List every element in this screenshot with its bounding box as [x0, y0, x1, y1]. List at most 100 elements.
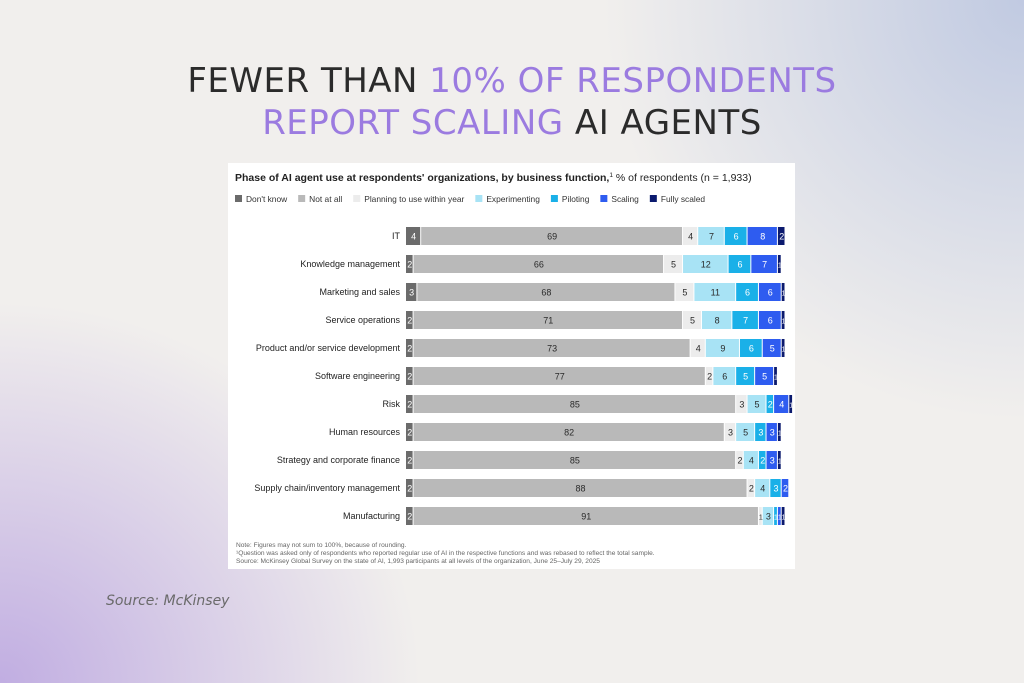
- value-label: 73: [547, 343, 557, 353]
- value-label: 5: [671, 259, 676, 269]
- value-label: 1: [778, 262, 782, 269]
- bar-segment: [766, 395, 774, 413]
- bar-segment: [777, 423, 781, 441]
- value-label: 2: [407, 343, 412, 353]
- bar-segment: [406, 227, 421, 245]
- bar-segment: [739, 339, 762, 357]
- chart-card: Phase of AI agent use at respondents' or…: [228, 163, 795, 569]
- bar-segment: [747, 479, 755, 497]
- value-label: 85: [570, 455, 580, 465]
- bar-segment: [421, 227, 683, 245]
- value-label: 4: [411, 231, 416, 241]
- category-label: Human resources: [329, 427, 401, 437]
- bar-segment: [683, 255, 728, 273]
- value-label: 8: [760, 231, 765, 241]
- bar-segment: [413, 339, 690, 357]
- value-label: 2: [407, 455, 412, 465]
- value-label: 5: [755, 399, 760, 409]
- value-label: 82: [564, 427, 574, 437]
- legend-swatch: [298, 195, 306, 202]
- value-label: 7: [762, 259, 767, 269]
- legend-swatch: [235, 195, 242, 202]
- bar-segment: [766, 423, 777, 441]
- chart-title-superscript: 1: [609, 172, 613, 179]
- bar-segment: [702, 311, 732, 329]
- value-label: 2: [707, 371, 712, 381]
- bar-segment: [413, 395, 736, 413]
- value-label: 8: [715, 315, 720, 325]
- chart-footnote: ¹Question was asked only of respondents …: [236, 550, 655, 557]
- bar-segment: [690, 339, 705, 357]
- value-label: 2: [768, 399, 773, 409]
- category-label: Supply chain/inventory management: [254, 483, 400, 493]
- value-label: 5: [743, 371, 748, 381]
- category-label: Knowledge management: [300, 259, 400, 269]
- chart-title: Phase of AI agent use at respondents' or…: [235, 172, 752, 184]
- value-label: 1: [782, 514, 786, 521]
- headline: FEWER THAN 10% OF RESPONDENTS REPORT SCA…: [0, 60, 1024, 144]
- value-label: 6: [768, 287, 773, 297]
- bar-segment: [417, 283, 675, 301]
- bar-segment: [705, 339, 739, 357]
- bar-segment: [758, 451, 766, 469]
- value-label: 3: [739, 399, 744, 409]
- bar-segment: [406, 255, 413, 273]
- value-label: 3: [758, 427, 763, 437]
- category-label: Software engineering: [315, 371, 400, 381]
- value-label: 3: [774, 483, 779, 493]
- value-label: 2: [407, 315, 412, 325]
- bar-segment: [743, 451, 758, 469]
- legend-label: Planning to use within year: [364, 194, 464, 204]
- chart-subtitle: % of respondents (n = 1,933): [613, 172, 752, 184]
- bar-segment: [713, 367, 736, 385]
- value-label: 12: [701, 259, 711, 269]
- value-label: 7: [709, 231, 714, 241]
- legend-label: Don't know: [246, 194, 288, 204]
- value-label: 1: [782, 290, 786, 297]
- bar-segment: [781, 479, 789, 497]
- value-label: 1: [774, 514, 778, 521]
- bar-segment: [766, 451, 777, 469]
- legend-swatch: [550, 195, 558, 202]
- value-label: 3: [728, 427, 733, 437]
- headline-text-2: AI AGENTS: [563, 103, 762, 143]
- legend-swatch: [600, 195, 608, 202]
- headline-accent-1: 10% OF RESPONDENTS: [429, 61, 837, 101]
- value-label: 2: [407, 399, 412, 409]
- value-label: 6: [768, 315, 773, 325]
- value-label: 7: [743, 315, 748, 325]
- value-label: 9: [720, 343, 725, 353]
- bar-segment: [758, 507, 762, 525]
- bar-segment: [406, 423, 413, 441]
- bar-segment: [781, 283, 785, 301]
- value-label: 1: [782, 346, 786, 353]
- value-label: 68: [541, 287, 551, 297]
- bar-segment: [758, 283, 781, 301]
- bar-segment: [406, 451, 413, 469]
- value-label: 5: [770, 343, 775, 353]
- value-label: 1: [778, 458, 782, 465]
- value-label: 5: [762, 371, 767, 381]
- bar-segment: [406, 395, 413, 413]
- value-label: 6: [745, 287, 750, 297]
- bar-segment: [774, 507, 777, 525]
- bar-segment: [777, 227, 785, 245]
- bar-segment: [789, 395, 793, 413]
- chart-title-main: Phase of AI agent use at respondents' or…: [235, 172, 609, 184]
- bar-segment: [413, 311, 683, 329]
- value-label: 6: [722, 371, 727, 381]
- value-label: 4: [779, 399, 784, 409]
- bar-segment: [747, 395, 766, 413]
- bar-segment: [774, 367, 777, 385]
- value-label: 1: [782, 318, 786, 325]
- bar-segment: [762, 339, 781, 357]
- legend-label: Fully scaled: [661, 194, 706, 204]
- headline-accent-2: REPORT SCALING: [262, 103, 564, 143]
- value-label: 4: [760, 483, 765, 493]
- bar-segment: [755, 423, 766, 441]
- value-label: 6: [734, 231, 739, 241]
- bar-segment: [777, 451, 781, 469]
- bar-segment: [698, 227, 724, 245]
- bar-segment: [736, 283, 758, 301]
- value-label: 1: [778, 514, 782, 521]
